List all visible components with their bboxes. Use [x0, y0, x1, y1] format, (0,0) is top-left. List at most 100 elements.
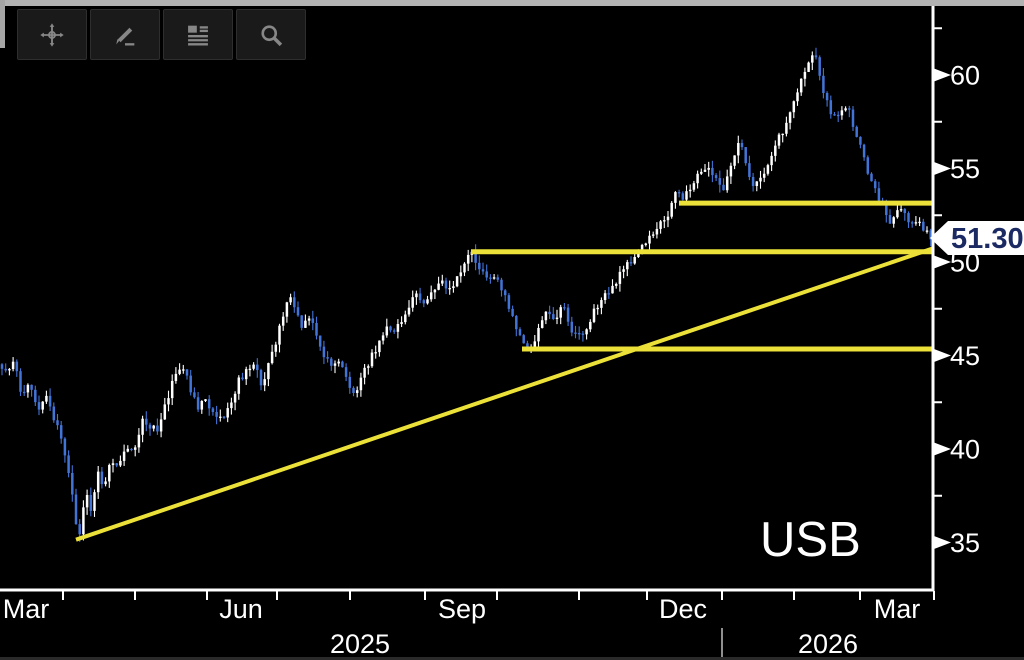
candle-body [67, 455, 70, 473]
zoom-search-button[interactable] [236, 9, 306, 60]
price-axis-major-tick [934, 536, 951, 549]
candle-body [740, 143, 744, 148]
month-label: Jun [219, 594, 263, 624]
candle-body [59, 425, 63, 439]
price-axis-major-tick [934, 349, 951, 362]
news-button[interactable] [163, 9, 233, 60]
candle-body [429, 292, 433, 300]
candle-body [526, 343, 529, 347]
candle-body [818, 57, 821, 76]
candle-body [463, 263, 466, 273]
candle-body [248, 368, 252, 371]
candle-body [614, 283, 618, 286]
candle-body [848, 108, 851, 110]
symbol-label: USB [760, 513, 861, 567]
candle-body [714, 175, 718, 179]
candle-body [796, 92, 799, 102]
candle-body [433, 289, 437, 293]
candle-body [596, 307, 599, 310]
candle-body [167, 398, 170, 405]
candle-body [663, 220, 666, 222]
candle-body [237, 377, 241, 394]
candle-body [19, 371, 22, 392]
candle-body [333, 363, 337, 366]
candle-body [300, 315, 303, 328]
candle-body [89, 494, 93, 511]
news-list-icon [188, 25, 208, 45]
candle-body [489, 277, 492, 279]
candle-body [418, 293, 422, 301]
month-label: Sep [438, 594, 486, 624]
candle-body [0, 364, 4, 369]
candle-body [348, 376, 352, 388]
candle-body [688, 189, 692, 192]
candle-body [922, 221, 925, 231]
candle-body [119, 460, 122, 466]
candle-body [278, 325, 281, 345]
candle-body [640, 244, 644, 252]
candle-body [156, 425, 159, 432]
candle-body [518, 329, 522, 336]
window-border-left [0, 0, 5, 48]
candle-body [256, 364, 259, 371]
candle-body [696, 173, 699, 184]
candle-body [315, 322, 318, 336]
candle-body [537, 327, 540, 342]
annotate-draw-button[interactable] [90, 9, 160, 60]
candle-body [670, 202, 673, 217]
candle-body [722, 184, 725, 191]
candle-body [777, 134, 781, 146]
candle-body [170, 380, 174, 399]
candle-body [844, 108, 847, 111]
candle-body [896, 210, 899, 218]
year-label: 2025 [330, 629, 390, 659]
candle-body [289, 297, 292, 303]
candle-body [711, 167, 714, 176]
magnifier-icon [261, 24, 283, 46]
candle-body [411, 297, 414, 308]
candle-body [822, 75, 825, 94]
candle-body [592, 308, 596, 322]
candle-body [674, 192, 677, 203]
candle-body [626, 262, 629, 270]
candle-body [341, 361, 344, 368]
candle-body [570, 321, 574, 333]
candle-body [492, 277, 496, 279]
candle-body [185, 369, 189, 376]
candle-body [352, 387, 355, 393]
candle-body [11, 361, 15, 370]
candle-body [503, 290, 507, 296]
candle-body [222, 416, 226, 418]
candle-body [770, 155, 773, 166]
candle-body [581, 333, 585, 335]
candle-body [85, 494, 89, 508]
candle-body [903, 209, 907, 214]
candle-body [307, 318, 311, 321]
candle-body [452, 286, 455, 289]
candle-body [122, 451, 126, 461]
price-axis-major-tick [934, 255, 951, 269]
pan-crosshair-button[interactable] [17, 9, 87, 60]
candle-body [56, 420, 59, 426]
candle-body [866, 157, 870, 174]
candle-body [296, 307, 300, 316]
last-price-badge: 51.30 [930, 221, 1024, 255]
candle-body [404, 314, 407, 323]
support-trendline[interactable] [75, 246, 935, 542]
candle-body [829, 100, 833, 115]
candle-body [82, 507, 85, 535]
candle-body [263, 379, 266, 386]
candle-body [785, 122, 788, 134]
candle-body [792, 101, 796, 113]
candle-body [555, 317, 559, 319]
candle-body [426, 299, 429, 304]
candle-body [677, 192, 681, 194]
candle-body [178, 369, 181, 374]
candle-body [96, 471, 100, 493]
candle-body [729, 165, 733, 177]
candle-body [326, 357, 329, 359]
candle-body [888, 215, 892, 224]
